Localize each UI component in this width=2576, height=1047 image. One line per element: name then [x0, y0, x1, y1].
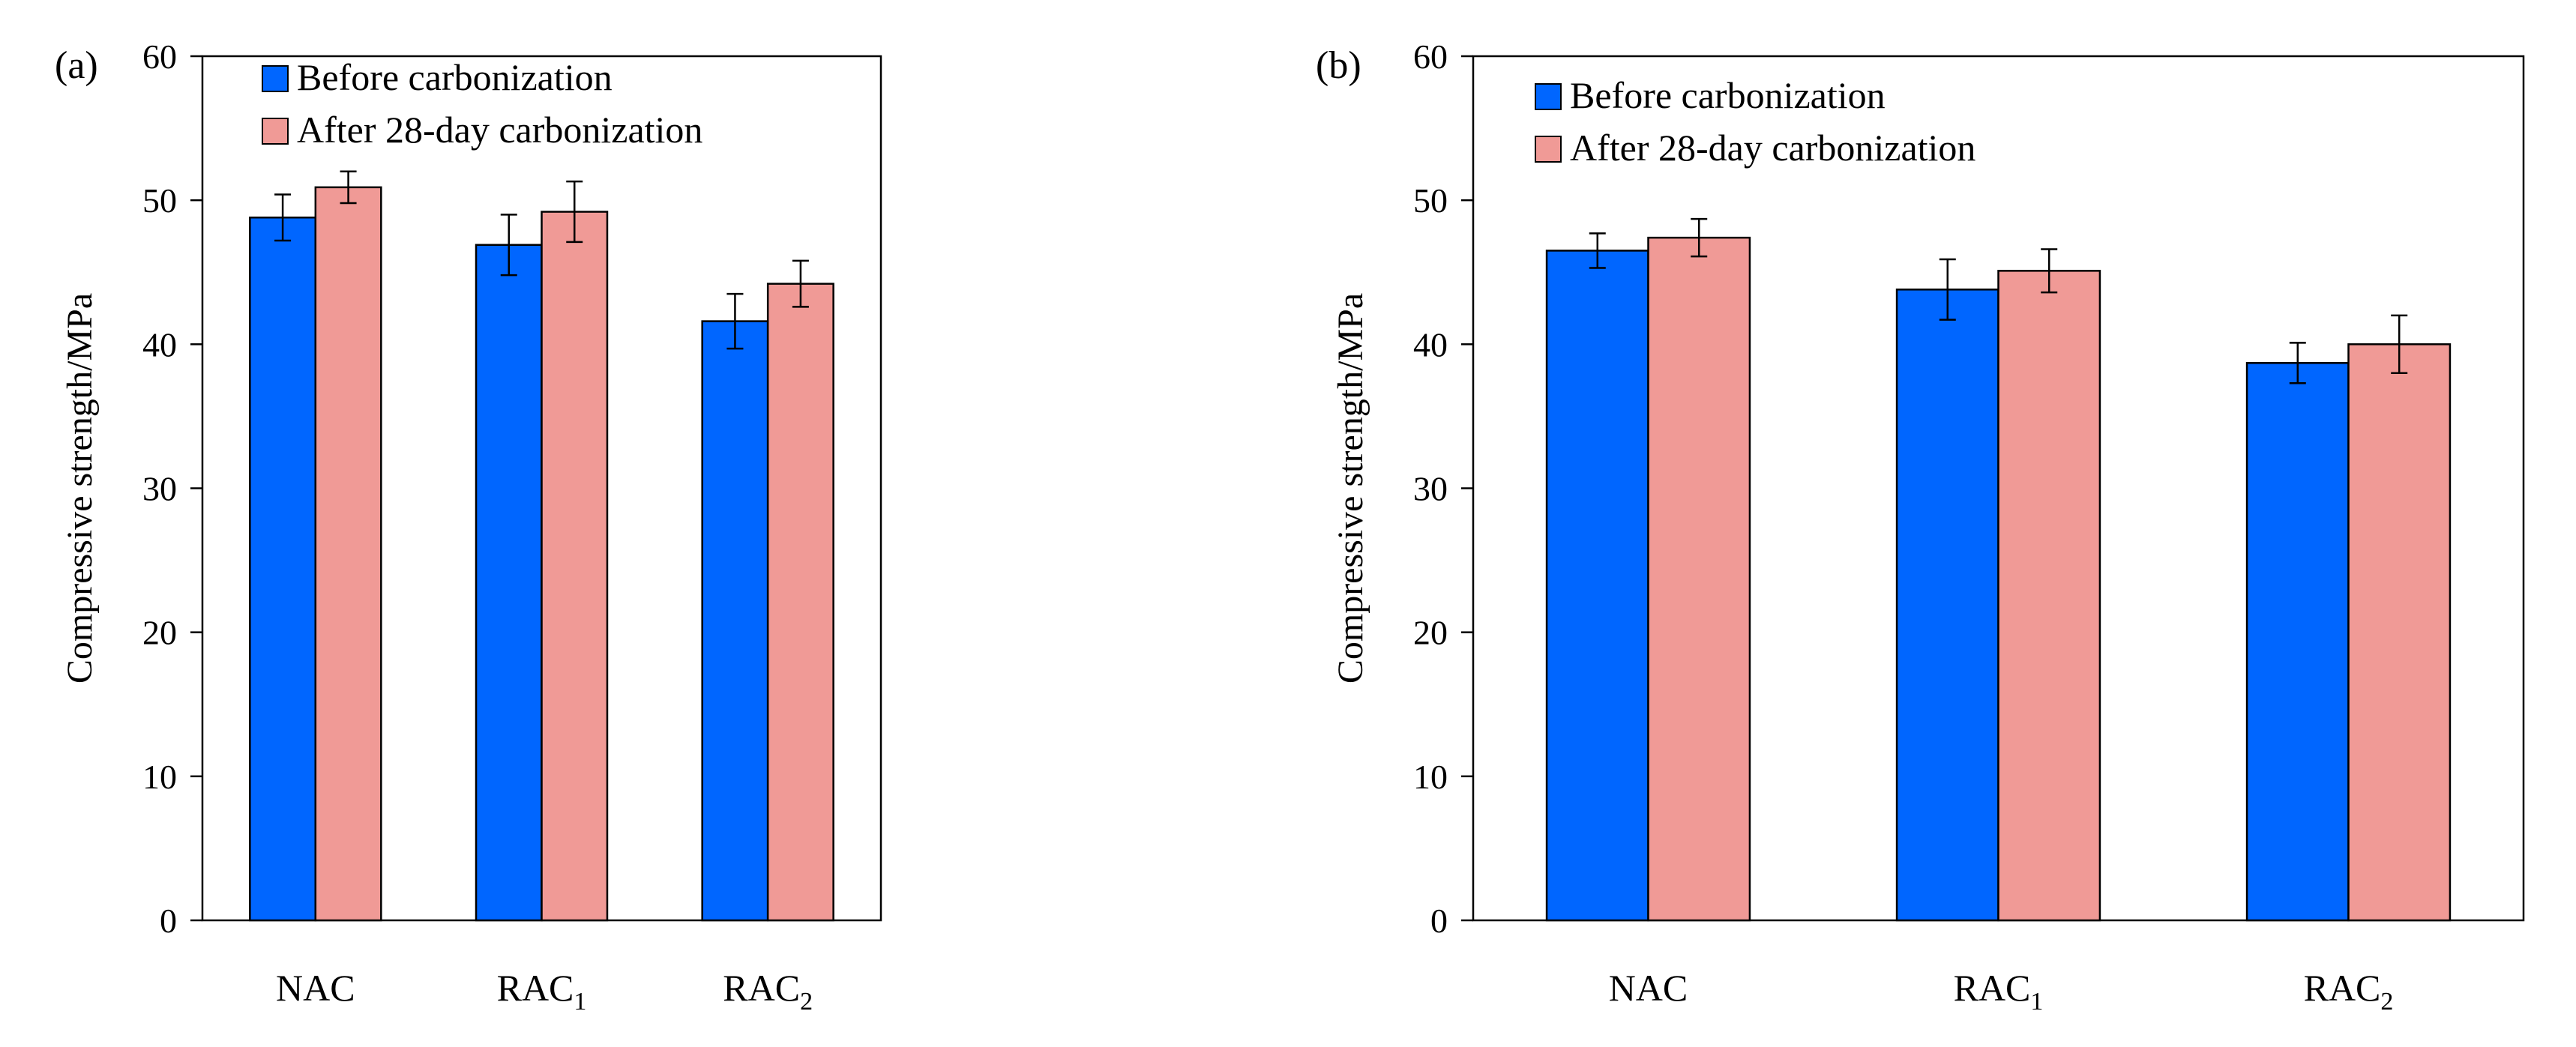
legend-swatch-0: [1535, 83, 1562, 110]
legend-entry-1: After 28-day carbonization: [1570, 127, 1975, 169]
x-tick-label: RAC1: [1954, 967, 2044, 1016]
bar-nac-series-0: [249, 216, 317, 922]
legend-entry-0: Before carbonization: [1570, 74, 1886, 116]
panel-label: (b): [1316, 44, 1361, 87]
bar-nac-series-0: [1545, 250, 1649, 922]
legend-entry-1: After 28-day carbonization: [297, 109, 702, 151]
y-tick-label: 20: [142, 614, 177, 652]
x-tick-label: NAC: [276, 967, 355, 1009]
x-tick-label: RAC2: [723, 967, 813, 1016]
y-tick-label: 50: [142, 181, 177, 220]
chart-panel-a: 0 10 20 30 40 50 60 Compressive strength/MPa (a)…: [55, 37, 882, 1016]
bar-nac-series-1: [1647, 236, 1751, 922]
y-tick-label: 40: [1413, 325, 1448, 363]
legend-swatch-1: [1535, 136, 1562, 163]
legend-entry-0: Before carbonization: [297, 56, 613, 98]
bar-rac1-series-1: [1997, 270, 2101, 922]
bar-rac1-series-1: [541, 211, 609, 922]
y-tick-label: 30: [1413, 470, 1448, 508]
y-tick-label: 40: [142, 325, 177, 363]
y-tick-label: 60: [142, 37, 177, 76]
y-tick-label: 0: [1430, 902, 1448, 940]
bar-rac2-series-0: [2245, 362, 2350, 922]
bar-rac1-series-0: [1895, 289, 1999, 922]
legend-swatch-1: [262, 118, 289, 145]
x-tick-label: NAC: [1609, 967, 1688, 1009]
bar-rac2-series-0: [701, 320, 769, 922]
x-tick-label: RAC1: [497, 967, 587, 1016]
panel-label: (a): [55, 44, 98, 87]
y-axis-label: Compressive strength/MPa: [1331, 293, 1370, 684]
y-tick-label: 50: [1413, 181, 1448, 220]
bar-rac2-series-1: [766, 283, 834, 922]
x-tick-label: RAC2: [2304, 967, 2394, 1016]
chart-panel-b: 0 10 20 30 40 50 60 Compressive strength/MPa (b)…: [1316, 37, 2525, 1016]
bar-nac-series-1: [314, 186, 382, 922]
y-tick-label: 60: [1413, 37, 1448, 76]
y-tick-label: 10: [142, 758, 177, 796]
y-tick-label: 30: [142, 470, 177, 508]
y-tick-label: 10: [1413, 758, 1448, 796]
y-tick-label: 20: [1413, 614, 1448, 652]
y-tick-label: 0: [160, 902, 177, 940]
bar-rac1-series-0: [475, 244, 543, 922]
y-axis-label: Compressive strength/MPa: [60, 293, 100, 684]
legend-swatch-0: [262, 65, 289, 92]
bar-rac2-series-1: [2347, 343, 2452, 922]
